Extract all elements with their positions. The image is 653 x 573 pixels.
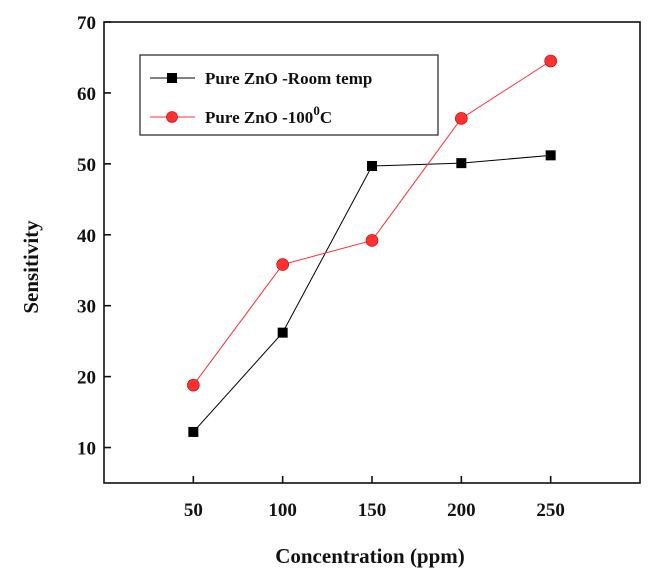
legend-label-room-temp: Pure ZnO -Room temp: [205, 69, 372, 88]
data-point-0: [456, 158, 467, 169]
data-point-0: [367, 160, 377, 171]
y-tick-label: 20: [77, 368, 96, 389]
legend-box: [139, 54, 439, 136]
data-point-1: [187, 378, 200, 392]
legend-marker-100c: [166, 111, 178, 123]
ticks: 10 20 30 40 50 60 70 50 100 150 200 250: [77, 13, 565, 521]
legend-marker-room-temp: [167, 73, 177, 83]
data-point-0: [545, 150, 556, 161]
x-tick-label: 100: [268, 500, 297, 521]
y-tick-label: 30: [77, 297, 96, 318]
x-tick-label: 50: [184, 500, 203, 521]
y-tick-label: 60: [77, 84, 96, 105]
series: [187, 54, 557, 437]
y-tick-label: 50: [77, 155, 96, 176]
data-point-0: [277, 327, 288, 338]
data-point-1: [455, 112, 468, 125]
data-point-0: [188, 426, 199, 437]
y-tick-label: 40: [77, 226, 96, 247]
x-tick-label: 150: [358, 500, 387, 521]
x-tick-label: 200: [447, 500, 476, 521]
y-tick-label: 70: [77, 13, 96, 34]
legend-label-100c: Pure ZnO -1000C: [205, 103, 332, 127]
legend-label-100c-text: Pure ZnO -100: [205, 108, 313, 127]
x-axis-title: Concentration (ppm): [275, 544, 465, 568]
data-point-1: [544, 54, 557, 68]
y-axis-title: Sensitivity: [19, 220, 43, 314]
legend: Pure ZnO -Room temp Pure ZnO -1000C: [139, 54, 439, 136]
y-tick-label: 10: [77, 439, 96, 460]
data-point-1: [276, 258, 289, 271]
legend-label-100c-suffix: C: [320, 108, 332, 127]
legend-label-100c-sup: 0: [313, 103, 320, 118]
series-line-0: [192, 154, 551, 433]
data-point-1: [365, 234, 379, 247]
x-tick-label: 250: [536, 500, 565, 521]
